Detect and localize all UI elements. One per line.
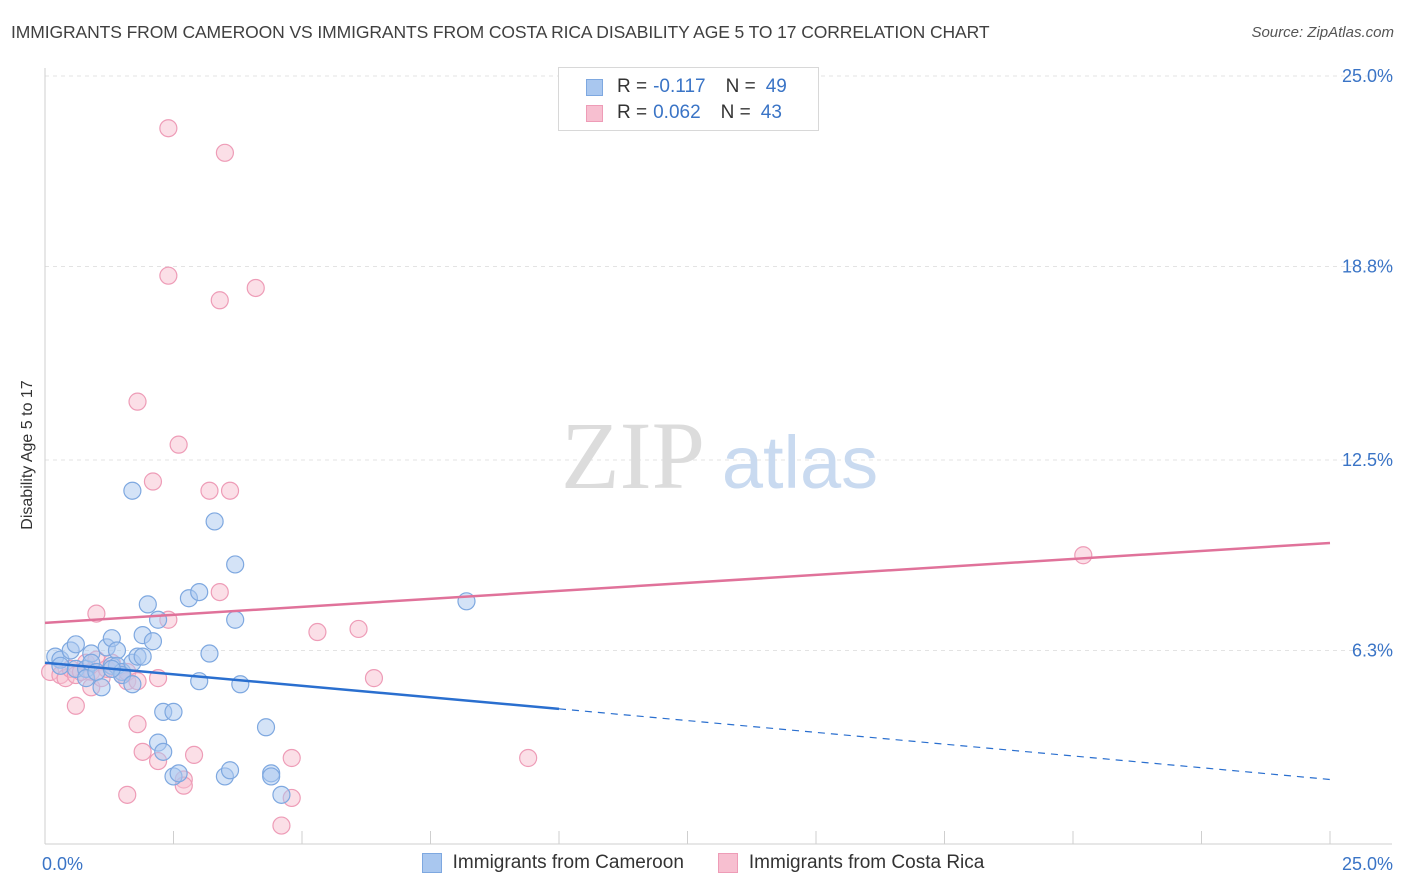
point-cameroon-39 [205,512,224,531]
point-costa-rica-21 [118,785,137,804]
legend-row-cameroon: R = -0.117 N = 49 [586,75,787,99]
legend-r-value: 0.062 [653,102,701,123]
point-costa-rica-5 [66,696,85,715]
legend-n-label: N = [725,76,756,97]
point-costa-rica-29 [184,745,204,765]
point-costa-rica-23 [143,472,163,491]
series-swatch-costa-rica [717,853,738,873]
source-note: Source: ZipAtlas.com [1251,24,1394,41]
trend-lines [44,541,1331,781]
point-costa-rica-42 [308,622,327,642]
point-costa-rica-30 [159,266,178,285]
point-costa-rica-35 [210,291,229,310]
point-costa-rica-37 [220,481,240,500]
series-legend: Immigrants from Cameroon Immigrants from… [0,852,1406,874]
legend-swatch-costa-rica [586,104,603,122]
point-cameroon-38 [200,644,219,663]
watermark-zip: ZIP [561,402,705,509]
trend-line-cameroon-extension [558,708,1331,781]
point-costa-rica-39 [272,816,291,835]
point-cameroon-26 [143,632,163,651]
point-cameroon-45 [256,718,276,737]
y-tick-label-0: 6.3% [1352,640,1393,660]
y-tick-label-3: 25.0% [1342,66,1393,86]
legend-n-value: 49 [765,76,787,97]
point-cameroon-47 [262,767,281,786]
point-costa-rica-20 [133,742,152,761]
x-tick-label-1: 25.0% [1342,854,1393,874]
trend-line-cameroon [44,661,560,711]
gridlines [45,75,1392,651]
x-tick-label-0: 0.0% [42,854,83,874]
legend-n-label: N = [720,102,751,123]
series-legend-item-cameroon: Immigrants from Cameroon [421,852,684,874]
trend-line-costa-rica [44,541,1331,625]
points-cameroon [46,481,476,804]
point-cameroon-34 [169,764,188,783]
axes [44,68,1392,845]
point-cameroon-4 [66,635,85,654]
point-costa-rica-11 [87,604,106,623]
point-cameroon-41 [226,610,245,629]
point-cameroon-28 [123,481,142,500]
point-costa-rica-22 [128,392,147,411]
y-tick-label-1: 12.5% [1342,450,1393,470]
point-costa-rica-31 [159,119,178,138]
point-cameroon-27 [133,647,152,666]
watermark: ZIP atlas [561,402,878,509]
watermark-atlas: atlas [722,421,878,504]
y-axis-label: Disability Age 5 to 17 [19,380,36,530]
legend-r-value: -0.117 [653,76,706,97]
legend-r-label: R = [617,76,648,97]
point-cameroon-21 [123,675,142,694]
chart-title: IMMIGRANTS FROM CAMEROON VS IMMIGRANTS F… [11,22,990,42]
point-costa-rica-32 [169,435,188,454]
point-cameroon-15 [107,641,127,660]
point-cameroon-40 [226,555,245,574]
point-cameroon-42 [231,675,250,694]
point-costa-rica-45 [519,748,538,768]
y-tick-label-2: 18.8% [1342,256,1393,276]
point-cameroon-30 [164,702,183,722]
point-cameroon-25 [148,610,168,629]
point-costa-rica-43 [349,619,368,639]
legend-r-label: R = [617,102,648,123]
stats-legend: R = -0.117 N = 49 R = 0.062 N = 43 [558,67,819,131]
series-name-cameroon: Immigrants from Cameroon [452,852,684,873]
tick-labels: 6.3% 12.5% 18.8% 25.0% 0.0% 25.0% [42,66,1393,874]
legend-n-value: 43 [760,102,782,123]
point-cameroon-11 [92,678,111,697]
point-costa-rica-36 [215,143,234,162]
series-swatch-cameroon [421,853,442,873]
point-costa-rica-38 [246,278,265,298]
point-costa-rica-33 [200,481,219,500]
point-cameroon-24 [138,595,157,614]
point-costa-rica-19 [128,715,147,734]
point-cameroon-48 [272,785,291,804]
point-cameroon-44 [220,761,240,780]
point-costa-rica-44 [364,669,384,688]
legend-swatch-cameroon [586,78,603,96]
point-cameroon-37 [190,582,209,602]
point-costa-rica-34 [210,582,229,602]
legend-row-costa-rica: R = 0.062 N = 43 [586,101,782,125]
series-name-costa-rica: Immigrants from Costa Rica [748,852,985,873]
point-costa-rica-46 [1074,546,1093,565]
point-cameroon-32 [154,742,173,761]
series-legend-item-costa-rica: Immigrants from Costa Rica [717,852,985,874]
point-costa-rica-41 [282,748,301,768]
